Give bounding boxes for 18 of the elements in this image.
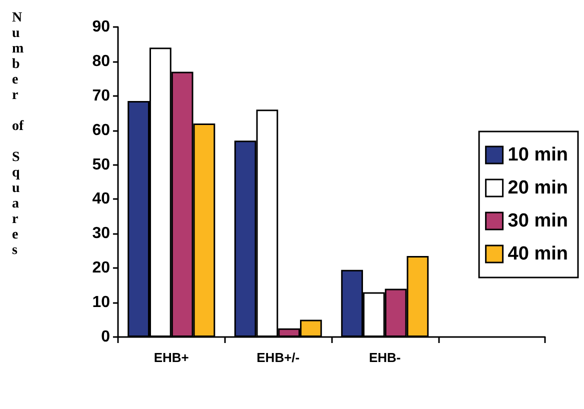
legend-label: 20 min xyxy=(508,178,568,198)
legend-label: 10 min xyxy=(508,144,568,166)
y-tick-label: 30 xyxy=(92,225,110,242)
y-tick-label: 10 xyxy=(92,294,110,312)
y-tick-label: 70 xyxy=(92,87,110,104)
legend-label: 40 min xyxy=(508,244,568,264)
y-tick-label: 0 xyxy=(101,328,110,346)
y-tick-label: 60 xyxy=(92,122,110,139)
y-tick-label: 80 xyxy=(92,52,110,70)
x-tick-label: EHB+/- xyxy=(256,350,300,365)
y-tick-label: 40 xyxy=(92,190,110,208)
y-tick-label: 50 xyxy=(92,156,110,174)
y-tick-label: 20 xyxy=(92,260,110,277)
legend-label: 30 min xyxy=(508,210,568,232)
x-tick-label: EHB- xyxy=(368,350,401,365)
x-tick-label: EHB+ xyxy=(154,350,190,365)
text: Number of Squares xyxy=(12,10,24,258)
y-tick-label: 90 xyxy=(92,18,110,36)
